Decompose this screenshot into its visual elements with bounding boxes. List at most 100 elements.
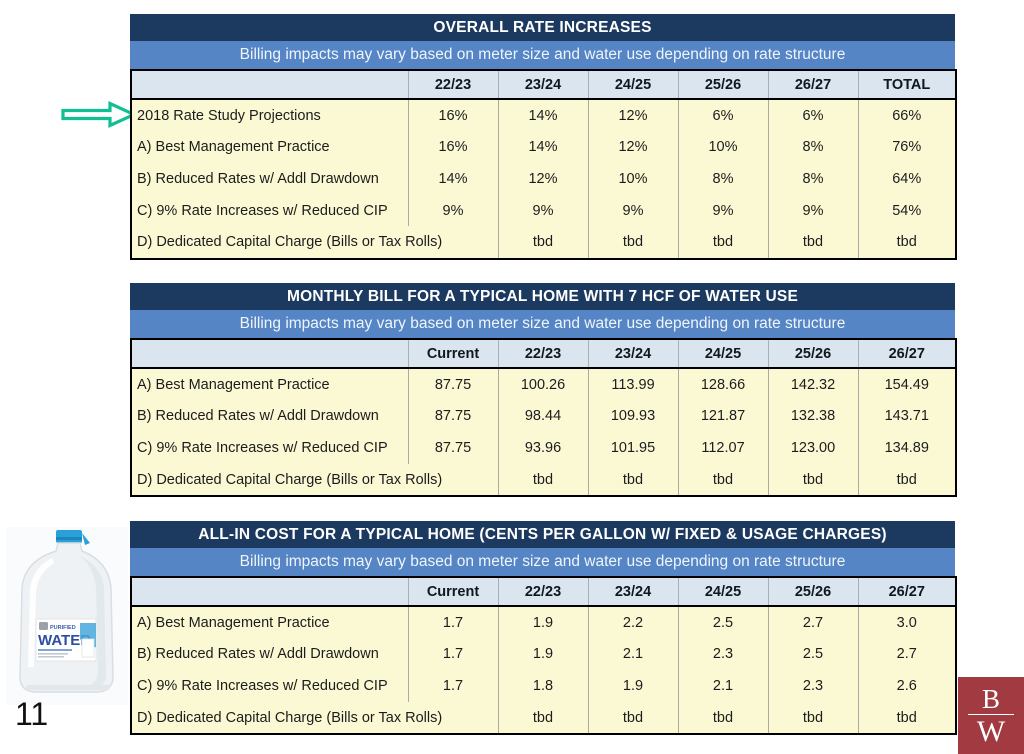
value-cell: 1.9 xyxy=(498,606,589,639)
value-cell: 2.7 xyxy=(768,606,859,639)
water-jug-image: PURIFIED WATER xyxy=(6,527,128,705)
value-cell: 134.89 xyxy=(858,432,956,464)
value-cell: 12% xyxy=(588,99,679,132)
column-header-cell: 24/25 xyxy=(588,70,679,100)
value-cell: 14% xyxy=(408,163,499,195)
row-label-cell: B) Reduced Rates w/ Addl Drawdown xyxy=(131,638,409,671)
value-cell: 9% xyxy=(588,194,679,227)
logo-letter-w: W xyxy=(976,714,1006,748)
column-header-row: Current 22/23 23/24 24/25 25/26 26/27 xyxy=(131,577,956,607)
table-row: D) Dedicated Capital Charge (Bills or Ta… xyxy=(131,701,956,735)
value-cell: 8% xyxy=(678,163,769,195)
row-label-cell: D) Dedicated Capital Charge (Bills or Ta… xyxy=(131,463,499,497)
jug-label: PURIFIED WATER xyxy=(35,618,97,662)
jug-label-descriptor: PURIFIED xyxy=(50,625,76,631)
value-cell: tbd xyxy=(498,463,589,497)
value-cell: 112.07 xyxy=(678,432,769,464)
column-header-row: 22/23 23/24 24/25 25/26 26/27 TOTAL xyxy=(131,70,956,100)
value-cell: tbd xyxy=(768,463,859,497)
value-cell: 143.71 xyxy=(858,400,956,433)
table-row: A) Best Management Practice 1.7 1.9 2.2 2.5 2… xyxy=(131,606,956,639)
value-cell: 2.7 xyxy=(858,638,956,671)
value-cell: 14% xyxy=(498,99,589,132)
value-cell: tbd xyxy=(858,701,956,735)
value-cell: 10% xyxy=(678,131,769,164)
value-cell: 16% xyxy=(408,131,499,164)
value-cell: 9% xyxy=(678,194,769,227)
column-header-cell: 22/23 xyxy=(498,577,589,607)
value-cell: tbd xyxy=(678,463,769,497)
value-cell: 93.96 xyxy=(498,432,589,464)
value-cell: 9% xyxy=(768,194,859,227)
value-cell: 132.38 xyxy=(768,400,859,433)
value-cell: tbd xyxy=(588,226,679,259)
row-label-cell: 2018 Rate Study Projections xyxy=(131,99,409,132)
table-row: B) Reduced Rates w/ Addl Drawdown 14% 12% 1… xyxy=(131,163,956,195)
row-label-cell: D) Dedicated Capital Charge (Bills or Ta… xyxy=(131,701,499,735)
value-cell: tbd xyxy=(498,226,589,259)
monthly-bill-table: Current 22/23 23/24 24/25 25/26 26/27 A) Best … xyxy=(130,338,957,498)
table-row: A) Best Management Practice 16% 14% 12% 10% 8… xyxy=(131,131,956,164)
table-row: C) 9% Rate Increases w/ Reduced CIP 1.7 1.… xyxy=(131,670,956,702)
value-cell: 2.3 xyxy=(768,670,859,702)
value-cell: 64% xyxy=(858,163,956,195)
table-row: C) 9% Rate Increases w/ Reduced CIP 87.75… xyxy=(131,432,956,464)
row-label-cell: C) 9% Rate Increases w/ Reduced CIP xyxy=(131,194,409,227)
value-cell: 87.75 xyxy=(408,368,499,401)
value-cell: 1.7 xyxy=(408,670,499,702)
value-cell: tbd xyxy=(678,701,769,735)
value-cell: 2.6 xyxy=(858,670,956,702)
value-cell: 9% xyxy=(498,194,589,227)
row-label-cell: A) Best Management Practice xyxy=(131,606,409,639)
value-cell: 2.1 xyxy=(678,670,769,702)
value-cell: 8% xyxy=(768,131,859,164)
table-row: C) 9% Rate Increases w/ Reduced CIP 9% 9% 9… xyxy=(131,194,956,227)
row-label-cell: C) 9% Rate Increases w/ Reduced CIP xyxy=(131,670,409,702)
value-cell: 66% xyxy=(858,99,956,132)
column-header-cell: Current xyxy=(408,339,499,369)
value-cell: 98.44 xyxy=(498,400,589,433)
value-cell: 100.26 xyxy=(498,368,589,401)
value-cell: 87.75 xyxy=(408,432,499,464)
column-header-cell: 24/25 xyxy=(678,577,769,607)
table-row: 2018 Rate Study Projections 16% 14% 12% 6% 6%… xyxy=(131,99,956,132)
logo-letter-b: B xyxy=(981,683,1000,714)
column-header-cell: 23/24 xyxy=(588,577,679,607)
value-cell: 101.95 xyxy=(588,432,679,464)
table-row: D) Dedicated Capital Charge (Bills or Ta… xyxy=(131,463,956,497)
value-cell: 1.9 xyxy=(588,670,679,702)
value-cell: tbd xyxy=(858,226,956,259)
table-monthly-bill: MONTHLY BILL FOR A TYPICAL HOME WITH 7 H… xyxy=(130,283,957,498)
arrow-right-icon xyxy=(61,101,138,128)
column-header-cell: Current xyxy=(408,577,499,607)
value-cell: 2.2 xyxy=(588,606,679,639)
value-cell: 76% xyxy=(858,131,956,164)
value-cell: 2.1 xyxy=(588,638,679,671)
column-header-cell: 25/26 xyxy=(678,70,769,100)
table-subtitle: Billing impacts may vary based on meter … xyxy=(130,310,955,338)
value-cell: 54% xyxy=(858,194,956,227)
value-cell: 87.75 xyxy=(408,400,499,433)
value-cell: 113.99 xyxy=(588,368,679,401)
column-header-cell: TOTAL xyxy=(858,70,956,100)
value-cell: tbd xyxy=(498,701,589,735)
column-header-cell: 25/26 xyxy=(768,339,859,369)
column-header-cell: 26/27 xyxy=(858,577,956,607)
value-cell: 2.3 xyxy=(678,638,769,671)
column-header-cell: 25/26 xyxy=(768,577,859,607)
value-cell: 12% xyxy=(498,163,589,195)
value-cell: 12% xyxy=(588,131,679,164)
value-cell: 9% xyxy=(408,194,499,227)
table-row: B) Reduced Rates w/ Addl Drawdown 87.75 98… xyxy=(131,400,956,433)
column-header-row: Current 22/23 23/24 24/25 25/26 26/27 xyxy=(131,339,956,369)
value-cell: 10% xyxy=(588,163,679,195)
value-cell: tbd xyxy=(768,701,859,735)
value-cell: 123.00 xyxy=(768,432,859,464)
value-cell: 1.8 xyxy=(498,670,589,702)
jug-label-brand: WATER xyxy=(38,632,91,649)
column-header-cell: 26/27 xyxy=(858,339,956,369)
value-cell: 3.0 xyxy=(858,606,956,639)
column-header-cell: 23/24 xyxy=(498,70,589,100)
value-cell: 128.66 xyxy=(678,368,769,401)
value-cell: 14% xyxy=(498,131,589,164)
